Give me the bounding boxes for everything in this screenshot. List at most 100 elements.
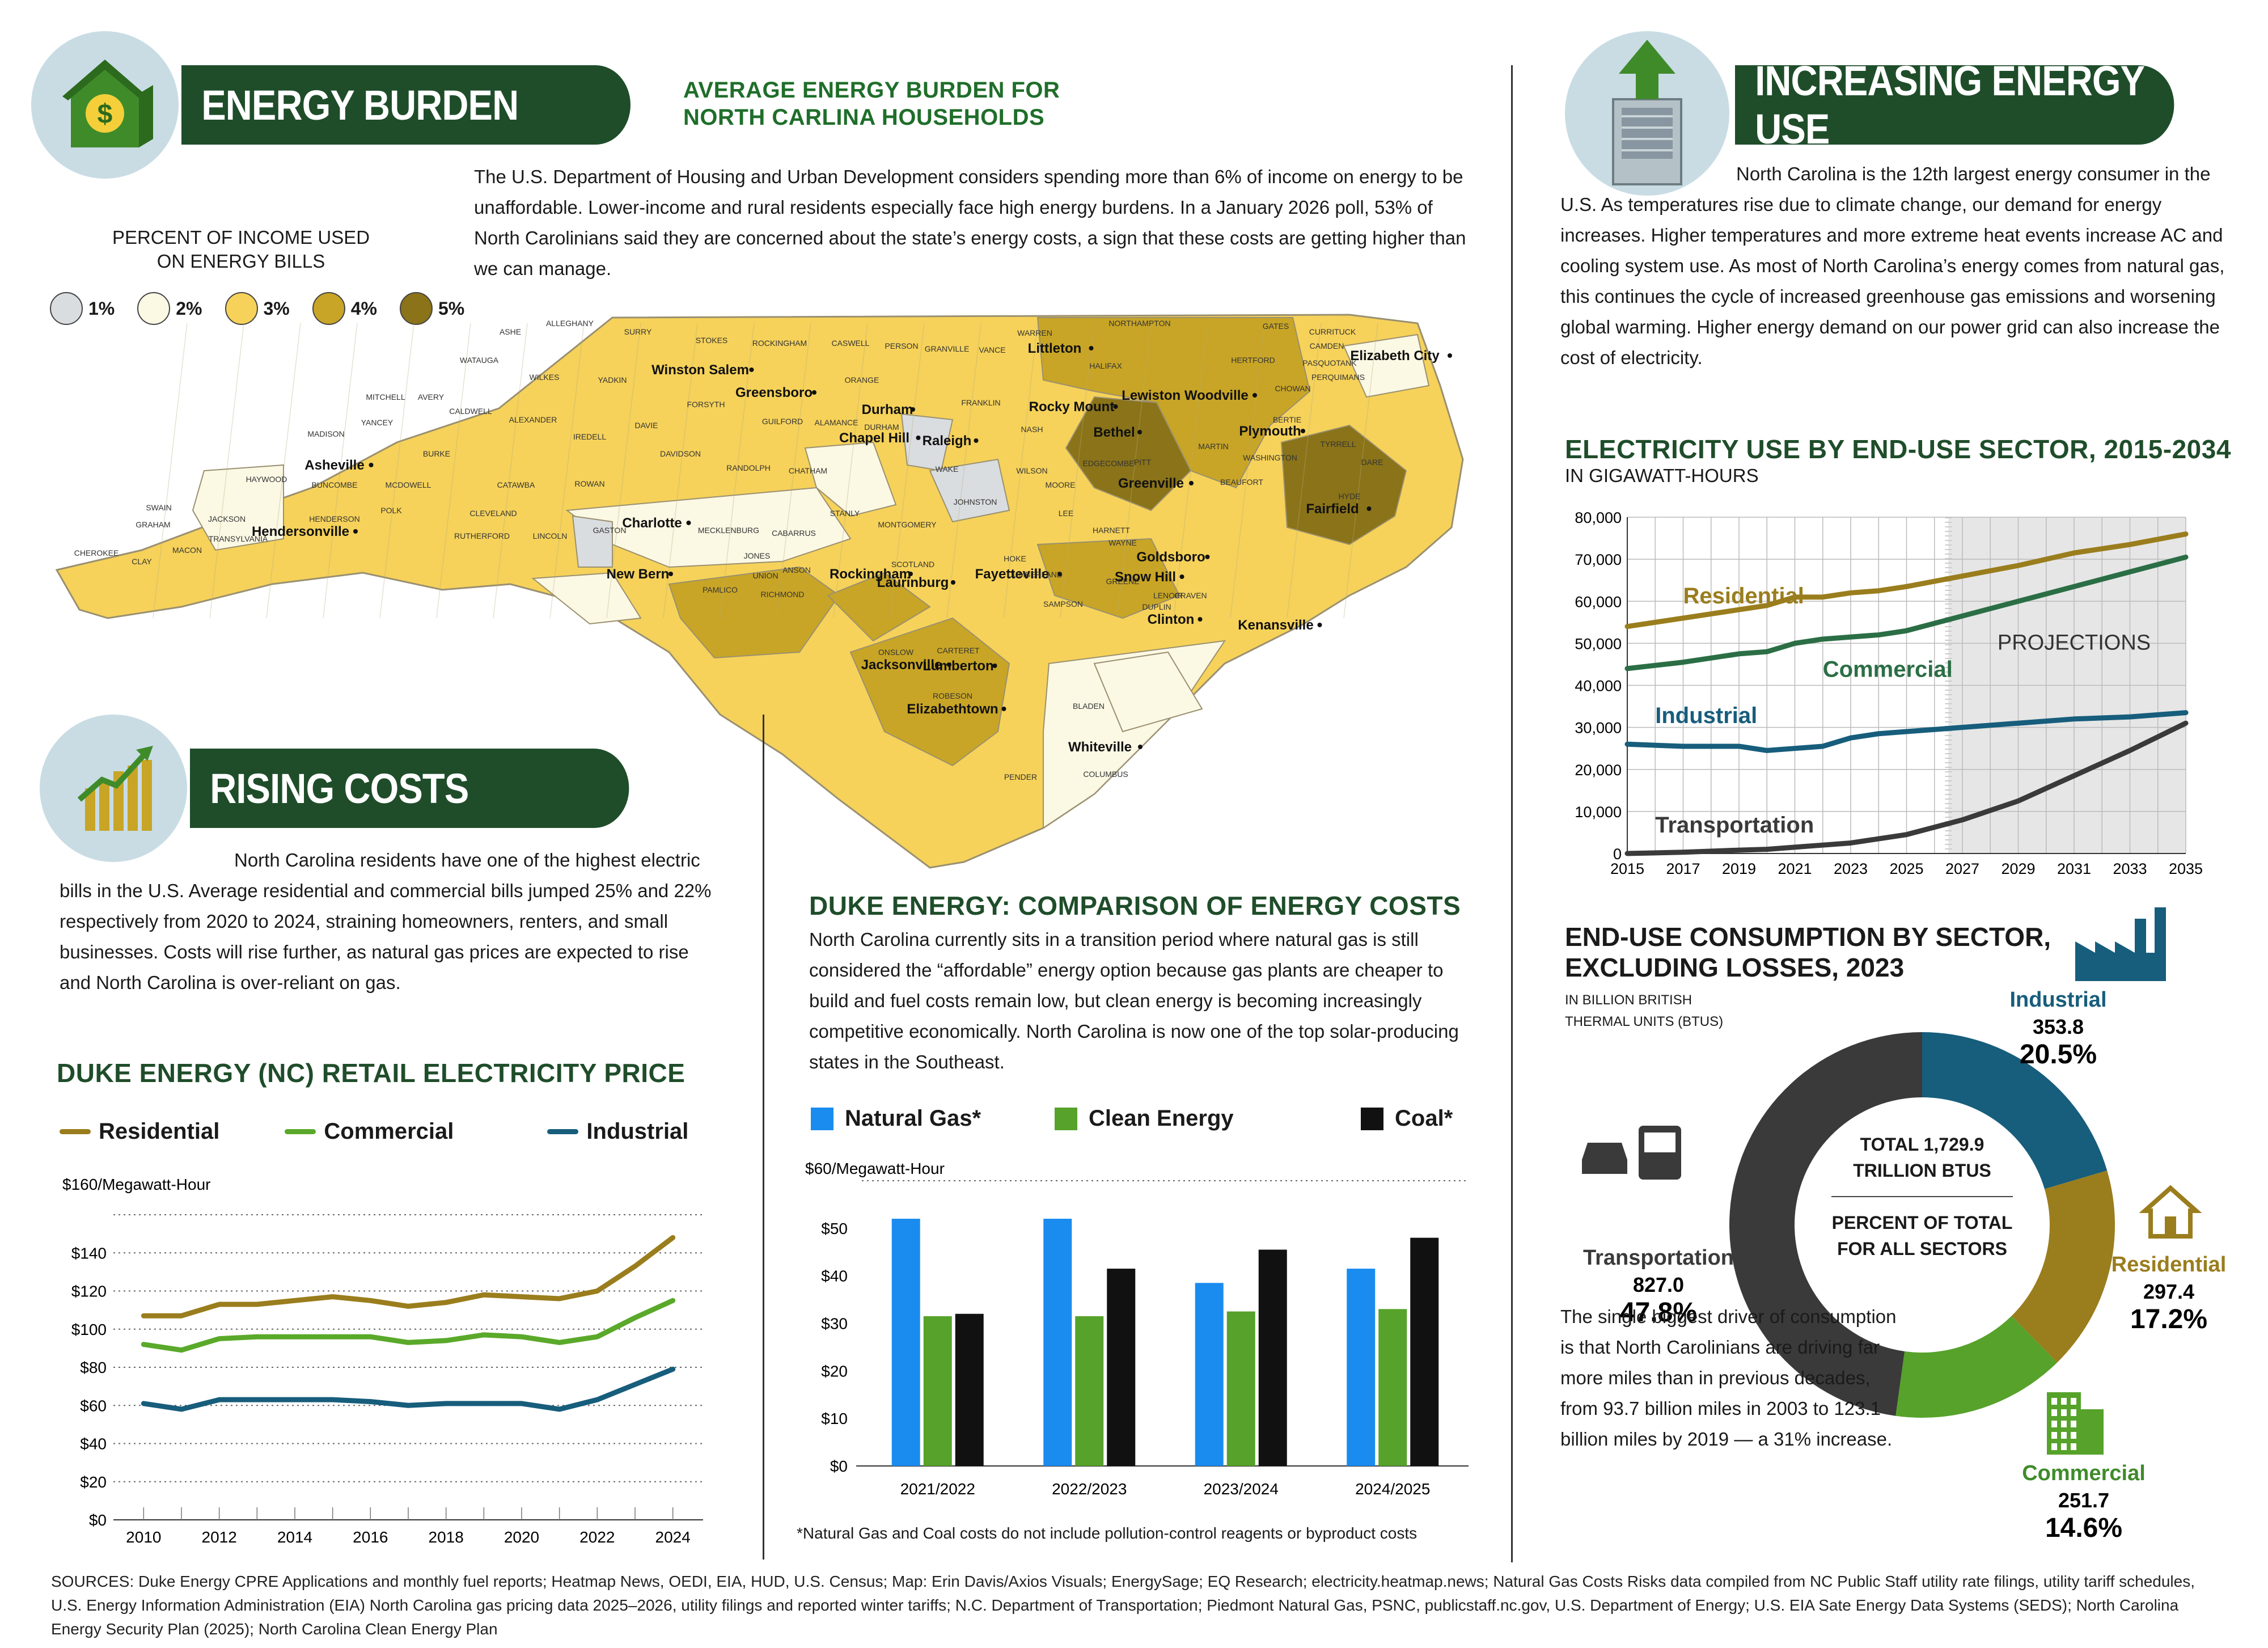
legend-swatch bbox=[1055, 1107, 1077, 1130]
center-percent-label: PERCENT OF TOTAL bbox=[1831, 1212, 2013, 1233]
county-line bbox=[1060, 323, 1095, 619]
map-label-montgomery: MONTGOMERY bbox=[878, 520, 937, 529]
end-use-units-line1: IN BILLION BRITISH bbox=[1565, 992, 1692, 1008]
map-label-columbus: COLUMBUS bbox=[1083, 770, 1128, 779]
city-dot bbox=[1089, 346, 1094, 350]
electricity-use-title: ELECTRICITY USE BY END-USE SECTOR, 2015-… bbox=[1565, 434, 2231, 464]
x-tick-label: 2012 bbox=[202, 1528, 237, 1546]
map-label-hoke: HOKE bbox=[1004, 554, 1026, 563]
map-label-randolph: RANDOLPH bbox=[726, 463, 771, 472]
x-tick-label: 2016 bbox=[353, 1528, 388, 1546]
legend-coal-: Coal* bbox=[1361, 1106, 1453, 1131]
county-line bbox=[1343, 323, 1378, 619]
legend-swatch bbox=[1361, 1107, 1383, 1130]
map-region-17 bbox=[1093, 651, 1203, 733]
map-label-anson: ANSON bbox=[782, 565, 811, 574]
house-shape bbox=[2139, 1185, 2202, 1239]
duke-compare-chart: $60/Megawatt-Hour $0 $10 $20 $30 $40 $50 2021/2… bbox=[805, 1160, 1469, 1498]
map-label-watauga: WATAUGA bbox=[460, 356, 499, 365]
map-label-winston-salem: Winston Salem bbox=[651, 362, 749, 378]
legend-natural-gas-: Natural Gas* bbox=[811, 1106, 981, 1131]
y-tick-label: $0 bbox=[830, 1457, 848, 1475]
map-label-swain: SWAIN bbox=[146, 503, 171, 512]
series-line-industrial bbox=[141, 1366, 676, 1412]
map-region-7 bbox=[827, 572, 931, 642]
map-label-franklin: FRANKLIN bbox=[961, 398, 1000, 407]
map-region-2 bbox=[1280, 424, 1407, 546]
city-dot bbox=[947, 662, 951, 667]
map-label-laurinburg: Laurinburg bbox=[877, 575, 949, 590]
map-label-plymouth: Plymouth bbox=[1239, 424, 1301, 439]
rising-costs-text: North Carolina residents have one of the… bbox=[60, 845, 717, 998]
center-unit: TRILLION BTUS bbox=[1853, 1160, 1991, 1181]
legend-label: Residential bbox=[99, 1119, 220, 1144]
map-label-dare: DARE bbox=[1361, 458, 1383, 467]
map-label-chowan: CHOWAN bbox=[1275, 384, 1310, 393]
y-tick-label: $60 bbox=[80, 1397, 107, 1414]
map-label-clay: CLAY bbox=[132, 557, 152, 566]
city-dot bbox=[1113, 404, 1118, 409]
map-label-asheville: Asheville bbox=[304, 458, 364, 473]
legend-label: 4% bbox=[350, 298, 377, 319]
map-label-snow-hill: Snow Hill bbox=[1115, 569, 1176, 585]
map-label-orange: ORANGE bbox=[845, 375, 879, 384]
retail-price-title: DUKE ENERGY (NC) RETAIL ELECTRICITY PRIC… bbox=[57, 1058, 686, 1088]
y-tick-label: $80 bbox=[80, 1359, 107, 1376]
legend-residential: Residential bbox=[60, 1119, 219, 1144]
city-dot bbox=[992, 664, 997, 668]
slice-transportation bbox=[1729, 1032, 1922, 1416]
map-label-greenville: Greenville bbox=[1118, 476, 1184, 491]
end-use-units-line2: THERMAL UNITS (BTUS) bbox=[1565, 1014, 1724, 1029]
map-label-alexander: ALEXANDER bbox=[509, 415, 557, 424]
electricity-use-subtitle: IN GIGAWATT-HOURS bbox=[1565, 465, 1759, 486]
map-label-pasquotank: PASQUOTANK bbox=[1302, 358, 1357, 367]
city-dot bbox=[1448, 353, 1452, 358]
building-window bbox=[2071, 1409, 2076, 1416]
y-tick-label: $100 bbox=[71, 1321, 107, 1338]
county-line bbox=[776, 323, 811, 619]
ac-unit-icon bbox=[1565, 31, 1729, 196]
map-label-jackson: JACKSON bbox=[208, 514, 246, 523]
map-label-greensboro: Greensboro bbox=[735, 385, 813, 400]
nc-county-map: ASHE ALLEGHANY SURRY STOKES ROCKINGHAM CASWEL… bbox=[55, 314, 1464, 869]
map-label-rockingham: Rockingham bbox=[830, 567, 911, 582]
sector-name-commercial: Commercial bbox=[2022, 1461, 2146, 1485]
legend-label: Natural Gas* bbox=[845, 1106, 981, 1131]
legend-label: Clean Energy bbox=[1089, 1106, 1234, 1131]
map-label-halifax: HALIFAX bbox=[1089, 361, 1122, 370]
building-window bbox=[2051, 1409, 2057, 1416]
house-icon bbox=[2139, 1185, 2202, 1239]
map-label-lee: LEE bbox=[1059, 509, 1073, 518]
slice-residential bbox=[2011, 1170, 2115, 1363]
y-tick-label: 40,000 bbox=[1575, 678, 1622, 695]
increasing-use-banner: INCREASING ENERGY USE bbox=[1735, 57, 2174, 153]
map-label-raleigh: Raleigh bbox=[923, 433, 972, 449]
x-tick-label: 2020 bbox=[504, 1528, 539, 1546]
map-region-6 bbox=[1036, 538, 1180, 619]
map-label-catawba: CATAWBA bbox=[497, 480, 535, 489]
map-label-onslow: ONSLOW bbox=[878, 648, 914, 657]
map-label-new-bern: New Bern bbox=[607, 567, 670, 582]
building-window bbox=[2061, 1443, 2067, 1450]
city-dot bbox=[369, 463, 374, 467]
city-dot bbox=[812, 390, 816, 395]
legend-swatch bbox=[60, 1129, 91, 1134]
county-line bbox=[663, 323, 698, 619]
map-label-greene: GREENE bbox=[1106, 577, 1139, 586]
bar-natural-gas--2024/2025 bbox=[1347, 1269, 1376, 1466]
map-label-davie: DAVIE bbox=[635, 421, 658, 430]
building-window bbox=[2051, 1421, 2057, 1427]
bar-clean-energy-2024/2025 bbox=[1378, 1309, 1407, 1466]
map-label-fayetteville: Fayetteville bbox=[975, 567, 1050, 582]
x-tick-label: 2033 bbox=[2113, 860, 2147, 877]
legend-swatch bbox=[285, 1129, 316, 1134]
map-label-cleveland: CLEVELAND bbox=[469, 509, 517, 518]
map-label-rocky-mount: Rocky Mount bbox=[1029, 399, 1115, 415]
map-label-wayne: WAYNE bbox=[1108, 538, 1137, 547]
map-label-pitt: PITT bbox=[1134, 458, 1152, 467]
sector-name-industrial: Industrial bbox=[2009, 988, 2106, 1012]
energy-burden-intro: The U.S. Department of Housing and Urban… bbox=[474, 166, 1466, 279]
x-tick-label: 2018 bbox=[429, 1528, 464, 1546]
bar-clean-energy-2022/2023 bbox=[1075, 1316, 1104, 1466]
legend-label: 1% bbox=[88, 298, 115, 319]
